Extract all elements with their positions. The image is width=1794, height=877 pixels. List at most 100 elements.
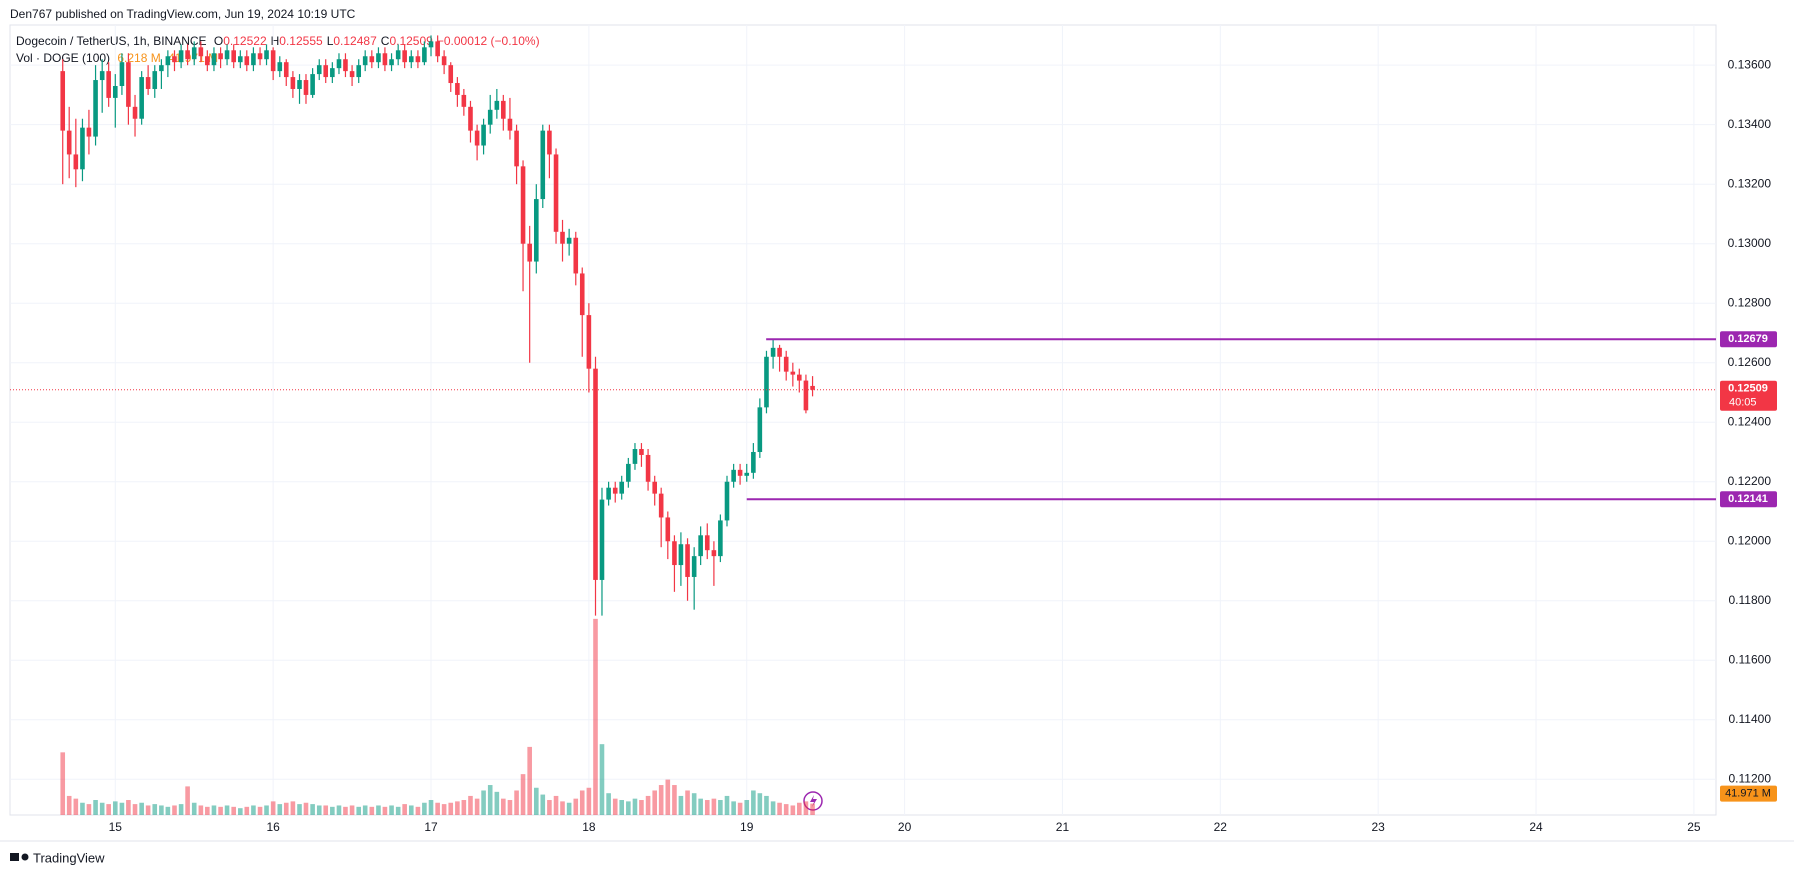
candle-body xyxy=(770,347,776,357)
volume-bar xyxy=(126,800,131,815)
candle-body xyxy=(691,556,697,577)
candle-body xyxy=(244,56,250,66)
volume-bar xyxy=(185,786,190,815)
level-badge xyxy=(1720,331,1777,348)
volume-bar xyxy=(119,802,125,815)
footer-brand: TradingView xyxy=(33,850,105,865)
y-tick-label: 0.11600 xyxy=(1729,652,1772,666)
volume-bar xyxy=(297,804,302,815)
volume-bar xyxy=(527,746,532,815)
candle-body xyxy=(93,80,98,137)
volume-bar xyxy=(665,779,671,815)
candle-body xyxy=(277,62,283,72)
candle-body xyxy=(191,47,197,60)
candle-body xyxy=(619,481,625,494)
publisher: Den767 published on TradingView.com, Jun… xyxy=(10,7,356,21)
y-tick-label: 0.13200 xyxy=(1728,176,1772,190)
candle-body xyxy=(744,472,750,476)
candle-body xyxy=(599,499,605,580)
candle-body xyxy=(803,380,809,411)
x-tick-label: 23 xyxy=(1371,820,1385,834)
volume-bar xyxy=(408,805,414,815)
candle-body xyxy=(224,50,230,60)
x-tick-label: 17 xyxy=(424,820,438,834)
volume-bar xyxy=(691,793,697,815)
candle-body xyxy=(159,65,164,72)
candle-body xyxy=(198,47,204,57)
volume-bar xyxy=(501,798,506,815)
candle-body xyxy=(323,65,329,78)
candle-body xyxy=(112,85,118,98)
candle-body xyxy=(415,56,421,63)
volume-bar xyxy=(238,808,243,815)
volume-bar xyxy=(428,800,434,815)
volume-bar xyxy=(455,801,460,815)
candle-body xyxy=(593,368,598,580)
x-tick-label: 20 xyxy=(898,820,912,834)
candle-body xyxy=(757,407,763,452)
candle-body xyxy=(435,41,440,57)
candle-body xyxy=(632,449,638,464)
candle-body xyxy=(678,544,684,566)
candle-body xyxy=(468,106,473,131)
volume-bar xyxy=(553,795,559,815)
volume-bar xyxy=(415,806,421,815)
volume-bar xyxy=(770,801,776,815)
candle-body xyxy=(231,50,236,63)
x-tick-label: 25 xyxy=(1687,820,1701,834)
volume-bar xyxy=(507,800,513,815)
candle-body xyxy=(751,451,756,473)
candle-body xyxy=(330,68,335,78)
candle-body xyxy=(698,535,703,557)
volume-bar xyxy=(283,802,289,815)
volume-bar xyxy=(468,795,473,815)
candle-body xyxy=(145,77,151,89)
volume-bar xyxy=(593,618,598,815)
candle-body xyxy=(547,130,552,155)
candle-body xyxy=(658,493,664,518)
grid xyxy=(10,25,1716,815)
volume-bar xyxy=(264,805,269,815)
candle-body xyxy=(448,65,454,84)
candle-body xyxy=(343,59,348,72)
candle-body xyxy=(172,56,177,63)
volume-bar xyxy=(711,798,717,815)
volume-bar xyxy=(547,800,552,815)
candle-body xyxy=(376,53,381,63)
volume-bar xyxy=(658,785,664,815)
volume-bar xyxy=(218,806,223,815)
y-tick-label: 0.13600 xyxy=(1728,57,1772,71)
last-price-label: 0.12509 xyxy=(1728,383,1768,395)
candle-body xyxy=(540,130,546,200)
candle-body xyxy=(527,243,532,262)
candle-body xyxy=(764,356,769,408)
y-tick-label: 0.11800 xyxy=(1729,593,1772,607)
y-tick-label: 0.13000 xyxy=(1728,236,1772,250)
volume-bar xyxy=(540,794,546,815)
volume-bar xyxy=(639,800,644,815)
candle-body xyxy=(507,118,513,131)
volume-bar xyxy=(376,805,381,815)
countdown: 40:05 xyxy=(1729,397,1757,409)
candle-body xyxy=(264,50,269,60)
volume-bar xyxy=(672,785,677,815)
volume-bar xyxy=(86,804,92,815)
volume-bar xyxy=(382,806,388,815)
y-tick-label: 0.11200 xyxy=(1729,771,1772,785)
y-tick-label: 0.12200 xyxy=(1728,474,1772,488)
candle-body xyxy=(211,53,217,66)
volume-title: Vol · DOGE (100) xyxy=(16,51,111,65)
y-tick-label: 0.11400 xyxy=(1729,712,1772,726)
candle-body xyxy=(369,56,375,63)
volume-bar xyxy=(474,798,480,815)
candle-body xyxy=(704,535,710,551)
volume-bar xyxy=(685,790,690,815)
volume-bar xyxy=(435,802,440,815)
volume-bar xyxy=(461,800,467,815)
volume-bar xyxy=(356,806,362,815)
candle-body xyxy=(573,237,579,274)
candle-body xyxy=(645,454,651,482)
candle-body xyxy=(73,154,79,170)
